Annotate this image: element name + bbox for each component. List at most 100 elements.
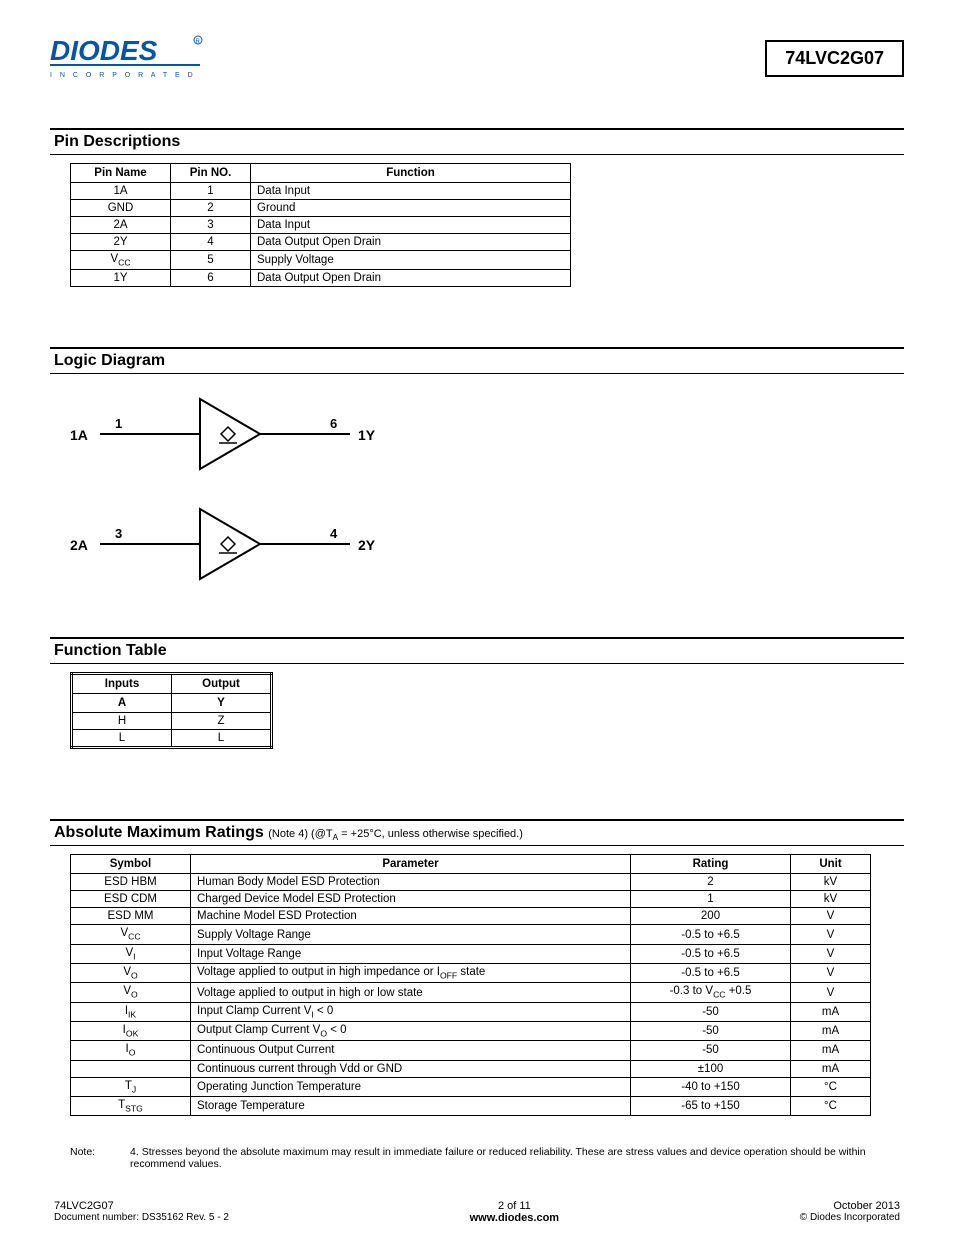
func-table-subheader: A [72, 694, 172, 713]
abs-unit-cell: V [791, 964, 871, 983]
abs-rating-cell: -65 to +150 [631, 1096, 791, 1115]
abs-param-cell: Output Clamp Current VO < 0 [191, 1021, 631, 1040]
abs-param-cell: Operating Junction Temperature [191, 1077, 631, 1096]
abs-max-note: Note: 4. Stresses beyond the absolute ma… [70, 1146, 904, 1170]
section-title-logic-diagram: Logic Diagram [50, 347, 904, 374]
abs-unit-cell: kV [791, 874, 871, 891]
table-row: ESD HBMHuman Body Model ESD Protection2k… [71, 874, 871, 891]
footer-date: October 2013 [800, 1200, 900, 1212]
pin-name-cell: VCC [71, 251, 171, 270]
svg-text:R: R [196, 39, 201, 45]
gate-input-label: 2A [70, 537, 88, 553]
abs-param-cell: Voltage applied to output in high impeda… [191, 964, 631, 983]
table-row: LL [72, 730, 272, 748]
part-number-box: 74LVC2G07 [765, 40, 904, 77]
table-row: GND2Ground [71, 200, 571, 217]
table-row: TJOperating Junction Temperature-40 to +… [71, 1077, 871, 1096]
abs-table-header: Symbol [71, 855, 191, 874]
abs-param-cell: Machine Model ESD Protection [191, 908, 631, 925]
abs-rating-cell: -0.5 to +6.5 [631, 944, 791, 963]
abs-rating-cell: -0.5 to +6.5 [631, 964, 791, 983]
table-row: TSTGStorage Temperature-65 to +150°C [71, 1096, 871, 1115]
page-header: DIODES R I N C O R P O R A T E D 74LVC2G… [50, 30, 904, 88]
table-row: IOKOutput Clamp Current VO < 0-50mA [71, 1021, 871, 1040]
pin-name-cell: 1A [71, 183, 171, 200]
table-row: VIInput Voltage Range-0.5 to +6.5V [71, 944, 871, 963]
func-table-cell: L [172, 730, 272, 748]
footer-docnum: Document number: DS35162 Rev. 5 - 2 [54, 1212, 229, 1223]
abs-max-title-text: Absolute Maximum Ratings [54, 824, 264, 841]
abs-symbol-cell: ESD CDM [71, 891, 191, 908]
abs-unit-cell: mA [791, 1021, 871, 1040]
abs-rating-cell: -0.5 to +6.5 [631, 925, 791, 944]
abs-symbol-cell: ESD HBM [71, 874, 191, 891]
pin-func-cell: Ground [251, 200, 571, 217]
note-label: Note: [70, 1146, 110, 1170]
pin-func-cell: Data Output Open Drain [251, 234, 571, 251]
func-table-cell: H [72, 713, 172, 730]
pin-name-cell: 2Y [71, 234, 171, 251]
abs-rating-cell: 200 [631, 908, 791, 925]
pin-func-cell: Data Output Open Drain [251, 270, 571, 287]
abs-param-cell: Continuous current through Vdd or GND [191, 1060, 631, 1077]
footer-url: www.diodes.com [470, 1212, 559, 1224]
pin-func-cell: Data Input [251, 183, 571, 200]
abs-rating-cell: ±100 [631, 1060, 791, 1077]
table-row: Continuous current through Vdd or GND±10… [71, 1060, 871, 1077]
abs-unit-cell: mA [791, 1002, 871, 1021]
func-table-cell: Z [172, 713, 272, 730]
pin-table-header: Pin Name [71, 164, 171, 183]
table-row: IIKInput Clamp Current VI < 0-50mA [71, 1002, 871, 1021]
function-table: InputsOutputAYHZLL [70, 672, 273, 749]
abs-param-cell: Continuous Output Current [191, 1041, 631, 1060]
logic-diagram: 1A161Y2A342Y [70, 384, 904, 607]
abs-rating-cell: -50 [631, 1021, 791, 1040]
func-table-header: Output [172, 674, 272, 694]
pin-name-cell: GND [71, 200, 171, 217]
abs-symbol-cell: IO [71, 1041, 191, 1060]
table-row: VCC5Supply Voltage [71, 251, 571, 270]
pin-func-cell: Data Input [251, 217, 571, 234]
abs-unit-cell: °C [791, 1096, 871, 1115]
table-row: VOVoltage applied to output in high impe… [71, 964, 871, 983]
table-row: VOVoltage applied to output in high or l… [71, 983, 871, 1002]
abs-param-cell: Supply Voltage Range [191, 925, 631, 944]
abs-symbol-cell: TJ [71, 1077, 191, 1096]
table-row: VCCSupply Voltage Range-0.5 to +6.5V [71, 925, 871, 944]
abs-symbol-cell: IOK [71, 1021, 191, 1040]
footer-right: October 2013 © Diodes Incorporated [800, 1200, 900, 1224]
abs-unit-cell: V [791, 983, 871, 1002]
abs-table-header: Parameter [191, 855, 631, 874]
abs-rating-cell: -40 to +150 [631, 1077, 791, 1096]
table-row: 2Y4Data Output Open Drain [71, 234, 571, 251]
pin-description-table: Pin NamePin NO.Function1A1Data InputGND2… [70, 163, 571, 287]
table-row: IOContinuous Output Current-50mA [71, 1041, 871, 1060]
abs-symbol-cell: VO [71, 983, 191, 1002]
pin-table-header: Function [251, 164, 571, 183]
abs-rating-cell: 2 [631, 874, 791, 891]
pin-no-cell: 4 [171, 234, 251, 251]
abs-table-header: Rating [631, 855, 791, 874]
abs-max-ratings-table: SymbolParameterRatingUnitESD HBMHuman Bo… [70, 854, 871, 1116]
footer-center: 2 of 11 www.diodes.com [470, 1200, 559, 1224]
company-logo: DIODES R I N C O R P O R A T E D [50, 30, 210, 88]
abs-symbol-cell: VCC [71, 925, 191, 944]
table-row: ESD MMMachine Model ESD Protection200V [71, 908, 871, 925]
abs-symbol-cell: ESD MM [71, 908, 191, 925]
abs-param-cell: Storage Temperature [191, 1096, 631, 1115]
section-title-function-table: Function Table [50, 637, 904, 664]
table-row: 1Y6Data Output Open Drain [71, 270, 571, 287]
pin-no-cell: 2 [171, 200, 251, 217]
table-row: 1A1Data Input [71, 183, 571, 200]
abs-symbol-cell: VO [71, 964, 191, 983]
abs-symbol-cell: TSTG [71, 1096, 191, 1115]
abs-max-conditions: (Note 4) (@TA = +25°C, unless otherwise … [268, 828, 523, 840]
pin-no-cell: 5 [171, 251, 251, 270]
abs-symbol-cell: VI [71, 944, 191, 963]
footer-page: 2 of 11 [470, 1200, 559, 1212]
footer-copyright: © Diodes Incorporated [800, 1212, 900, 1223]
gate-input-label: 1A [70, 427, 88, 443]
pin-name-cell: 1Y [71, 270, 171, 287]
abs-rating-cell: -50 [631, 1002, 791, 1021]
abs-unit-cell: °C [791, 1077, 871, 1096]
